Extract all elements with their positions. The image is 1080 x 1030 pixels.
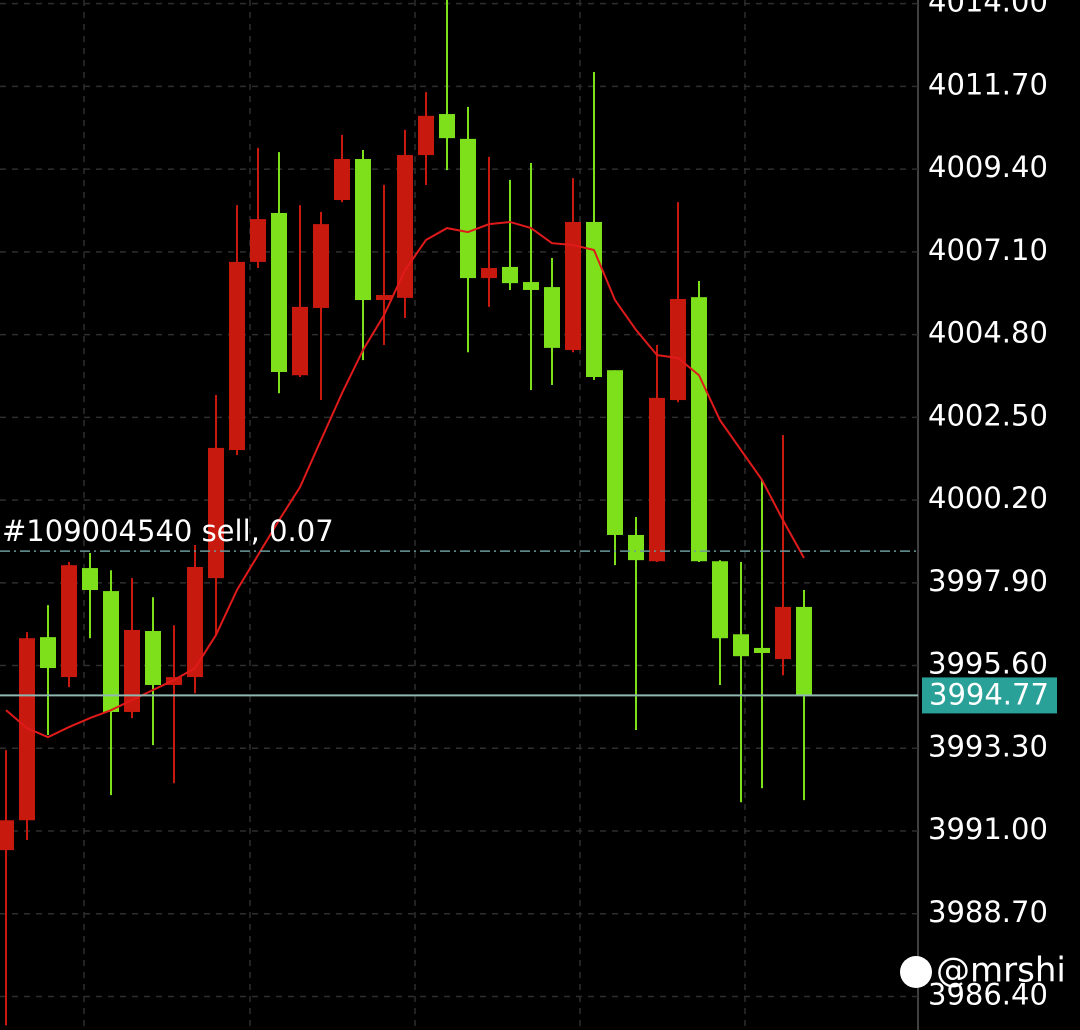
candle-body <box>40 637 56 669</box>
y-tick-label: 3986.40 <box>928 978 1048 1012</box>
y-tick-label: 4014.00 <box>928 0 1048 19</box>
vertical-grid <box>83 0 746 1030</box>
y-tick-label: 4002.50 <box>928 398 1048 432</box>
candle-body <box>565 221 581 351</box>
candle-body <box>481 268 497 279</box>
current-price-tag <box>922 677 1057 714</box>
y-tick-label: 3988.70 <box>928 895 1048 929</box>
candle-body <box>376 295 392 301</box>
watermark-icon <box>900 956 932 988</box>
candle-body <box>334 159 350 201</box>
candle-body <box>796 606 812 696</box>
candle-body <box>103 591 119 712</box>
candle-body <box>523 282 539 290</box>
candle-body <box>586 221 602 378</box>
candle-body <box>712 561 728 639</box>
candle-body <box>229 261 245 451</box>
candle-body <box>187 566 203 678</box>
watermark: f @mrshi <box>900 951 1066 991</box>
y-tick-label: 3997.90 <box>928 564 1048 598</box>
candle-body <box>460 138 476 279</box>
candle-body <box>733 634 749 657</box>
order-label: #109004540 sell, 0.07 <box>2 514 334 548</box>
y-tick-label: 3993.30 <box>928 729 1048 763</box>
candle-body <box>439 114 455 139</box>
candle-body <box>124 629 140 712</box>
candle-body <box>754 647 770 653</box>
candle-body <box>670 298 686 401</box>
y-tick-label: 4007.10 <box>928 233 1048 267</box>
candle-body <box>292 306 308 376</box>
watermark-text: @mrshi <box>936 951 1066 991</box>
candle-body <box>271 212 287 372</box>
y-tick-label: 3991.00 <box>928 812 1048 846</box>
candle-body <box>691 297 707 562</box>
current-price-label: 3994.77 <box>929 677 1049 711</box>
y-tick-label: 4009.40 <box>928 150 1048 184</box>
candle-body <box>82 568 98 591</box>
candle-body <box>502 266 518 284</box>
y-tick-label: 3995.60 <box>928 647 1048 681</box>
candle-body <box>607 370 623 535</box>
candle-body <box>208 447 224 579</box>
candle-body <box>355 159 371 301</box>
watermark-icon-glyph: f <box>910 959 921 987</box>
candle-body <box>397 155 413 298</box>
candle-body <box>544 287 560 348</box>
y-tick-label: 4011.70 <box>928 67 1048 101</box>
candle-body <box>775 606 791 660</box>
candle-body <box>145 631 161 685</box>
candle-body <box>313 224 329 308</box>
candle-body <box>649 397 665 562</box>
moving-average <box>5 220 805 739</box>
candle-body <box>250 219 266 262</box>
candle-body <box>418 115 434 156</box>
candle-body <box>628 534 644 561</box>
y-tick-label: 4004.80 <box>928 316 1048 350</box>
candle-body <box>0 820 14 851</box>
candle-body <box>61 565 77 678</box>
y-tick-label: 4000.20 <box>928 481 1048 515</box>
